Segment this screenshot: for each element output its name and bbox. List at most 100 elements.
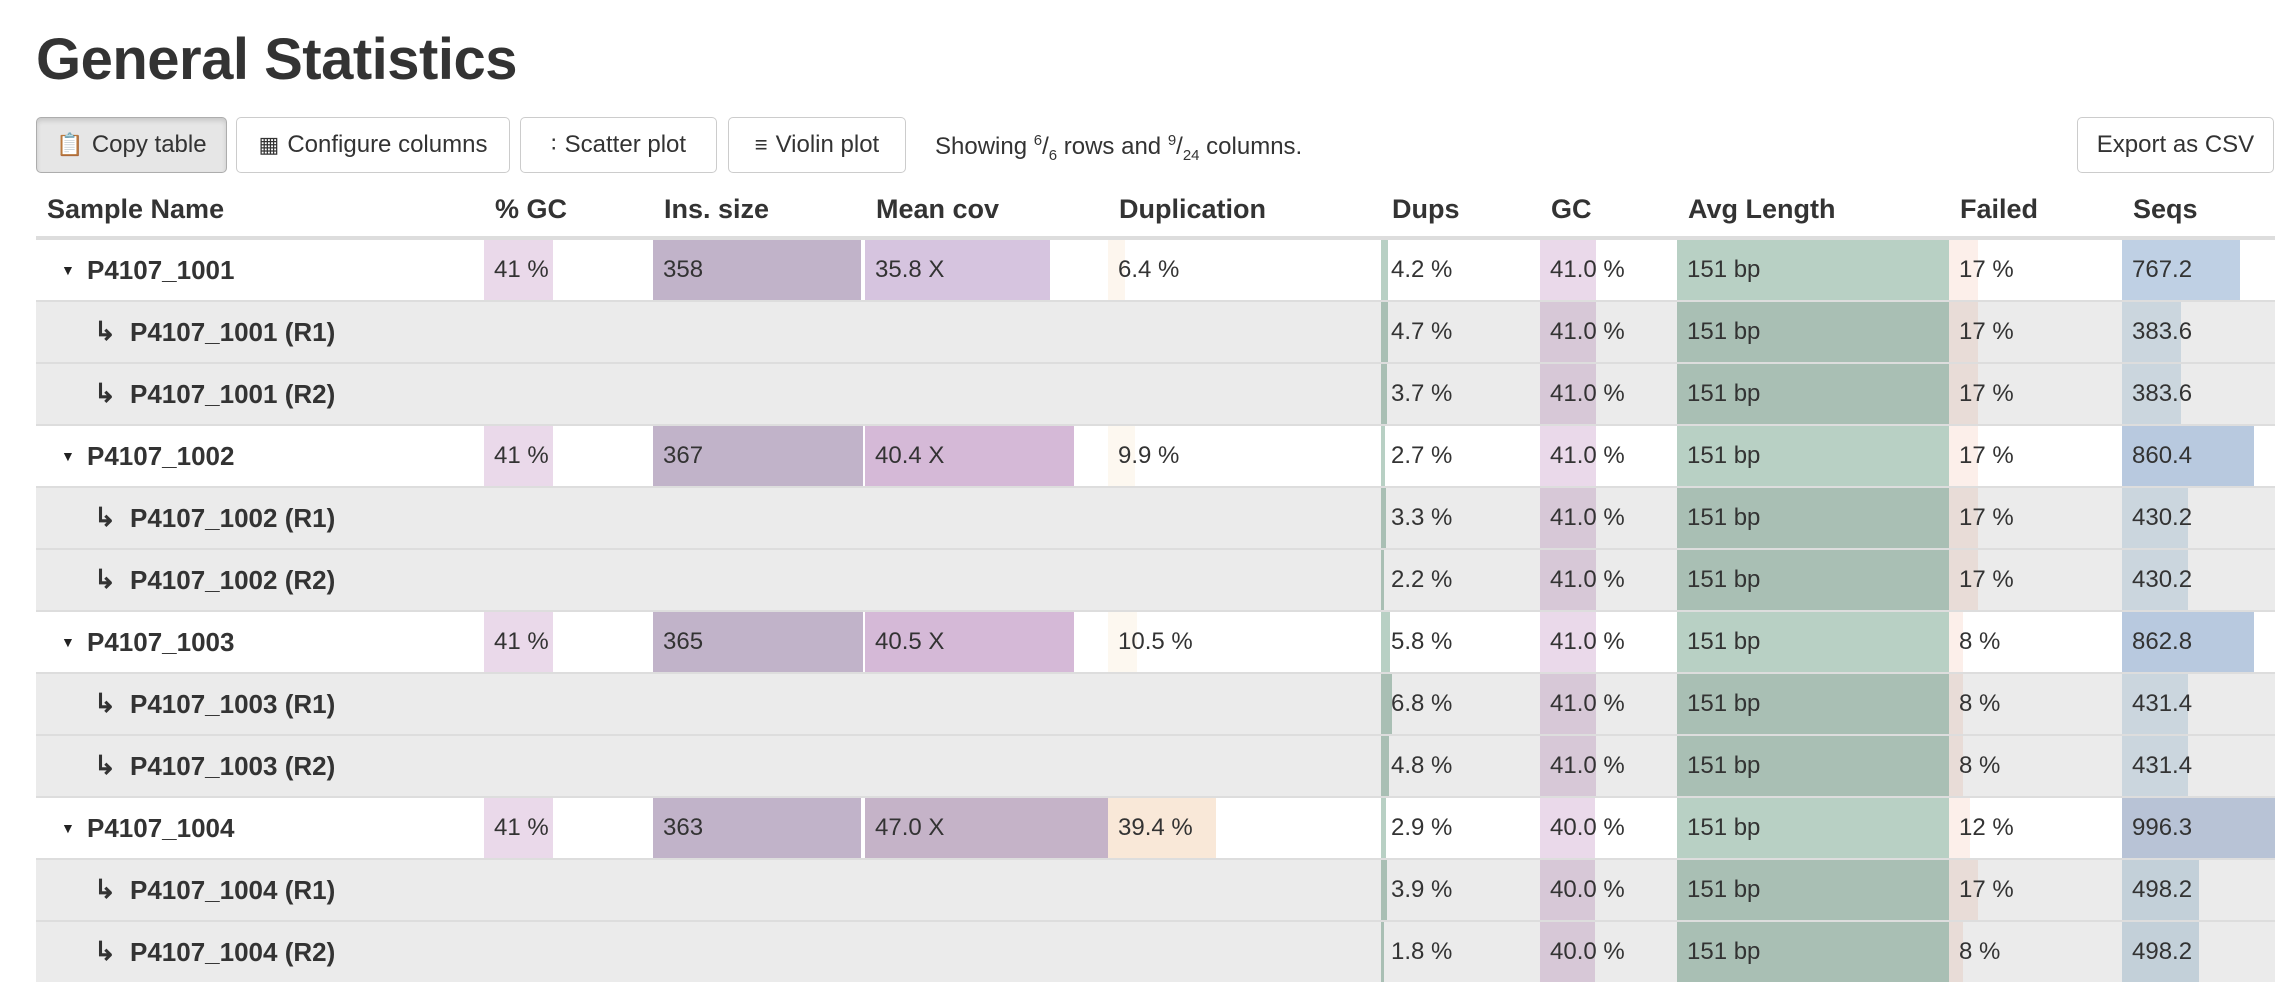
sample-name: P4107_1001 (R2) [130,379,336,409]
cell-gc: 41.0 % [1540,364,1677,424]
cell-value: 6.8 % [1391,690,1453,717]
value-bar [1949,488,1979,548]
sample-name: P4107_1003 [87,627,235,657]
export-csv-button[interactable]: Export as CSV [2077,117,2274,173]
caret-down-icon[interactable]: ▼ [61,448,75,464]
cell-dups: 5.8 % [1381,612,1540,672]
table-header: Sample Name % GC Ins. size Mean cov Duplicat… [36,186,2275,241]
sample-name-cell[interactable]: ▼ P4107_1004 [36,798,484,858]
table-row: ▼ P4107_1002 41 % 367 40.4 X 9.9 % 2.7 % 41.0 %… [36,424,2275,486]
child-table-row: ↳ P4107_1003 (R1) 6.8 % 41.0 % 151 bp 8 % 431.… [36,672,2275,734]
copy-table-button[interactable]: 📋 Copy table [36,117,227,173]
column-header-seqs[interactable]: Seqs [2133,194,2198,224]
cell-value: 6.4 % [1118,256,1180,283]
cell-value: 17 % [1959,566,2014,593]
value-bar [2122,798,2275,858]
cell-ins-size: 365 [653,612,865,672]
value-bar [2122,736,2188,796]
cell-gc: 40.0 % [1540,798,1677,858]
value-bar [1540,860,1595,920]
cell-seqs: 498.2 [2122,860,2275,920]
cell-value: 151 bp [1687,256,1761,283]
scatter-plot-button[interactable]: ∶ Scatter plot [520,117,717,173]
cols-total: 24 [1182,146,1200,164]
cell-value: 430.2 [2132,566,2193,593]
cell-value: 8 % [1959,752,2001,779]
value-bar [1677,922,1949,982]
child-arrow-icon: ↳ [94,502,116,532]
column-header-duplication[interactable]: Duplication [1119,194,1266,224]
cell-value: 3.9 % [1391,876,1453,903]
cell-duplication: 39.4 % [1108,798,1381,858]
value-bar [1108,612,1137,672]
column-header-gc[interactable]: % GC [495,194,568,224]
cell-mean-cov: 40.5 X [865,612,1108,672]
column-header-failed[interactable]: Failed [1960,194,2039,224]
value-bar [1677,488,1949,548]
value-bar [1949,302,1979,362]
caret-down-icon[interactable]: ▼ [61,820,75,836]
value-bar [1381,302,1389,362]
sample-name-cell[interactable]: ▼ P4107_1001 [36,240,484,300]
caret-down-icon[interactable]: ▼ [61,634,75,650]
cell-value: 151 bp [1687,504,1761,531]
cell-value: 4.2 % [1391,256,1453,283]
configure-columns-button[interactable]: ▦ Configure columns [236,117,510,173]
caret-down-icon[interactable]: ▼ [61,262,75,278]
value-bar [1677,798,1949,858]
value-bar [653,798,861,858]
value-bar [484,798,554,858]
table-row: ▼ P4107_1004 41 % 363 47.0 X 39.4 % 2.9 % 40.0 … [36,796,2275,858]
clipboard-icon: 📋 [56,132,84,157]
column-header-avg-length[interactable]: Avg Length [1688,194,1836,224]
value-bar [1540,426,1597,486]
cell-value: 12 % [1959,814,2014,841]
cell-ins-size: 358 [653,240,865,300]
cell-value: 41.0 % [1550,318,1625,345]
cell-value: 996.3 [2132,814,2193,841]
column-header-dups[interactable]: Dups [1392,194,1460,224]
cell-value: 5.8 % [1391,628,1453,655]
cell-gc: 41 % [484,612,653,672]
cell-value: 363 [663,814,704,841]
value-bar [2122,240,2240,300]
value-bar [865,426,1074,486]
value-bar [1540,736,1597,796]
table-row: ▼ P4107_1001 41 % 358 35.8 X 6.4 % 4.2 % 41.0 %… [36,238,2275,300]
cell-value: 151 bp [1687,938,1761,965]
value-bar [1540,240,1597,300]
configure-columns-label: Configure columns [287,131,488,158]
cell-value: 17 % [1959,504,2014,531]
cell-gc: 41.0 % [1540,550,1677,610]
column-header-sample-name[interactable]: Sample Name [47,194,225,224]
column-header-mean-cov[interactable]: Mean cov [876,194,1000,224]
cell-seqs: 862.8 [2122,612,2275,672]
value-bar [1949,736,1963,796]
column-header-ins-size[interactable]: Ins. size [664,194,770,224]
cell-gc: 41 % [484,240,653,300]
cell-duplication: 9.9 % [1108,426,1381,486]
value-bar [2122,364,2181,424]
cell-failed: 17 % [1949,302,2122,362]
value-bar [1540,550,1597,610]
cell-mean-cov: 40.4 X [865,426,1108,486]
child-table-row: ↳ P4107_1004 (R2) 1.8 % 40.0 % 151 bp 8 % 498.… [36,920,2275,982]
child-arrow-icon: ↳ [94,936,116,966]
sample-name-cell[interactable]: ▼ P4107_1002 [36,426,484,486]
column-header-gc[interactable]: GC [1551,194,1592,224]
sample-name: P4107_1004 (R2) [130,937,336,967]
cell-value: 41.0 % [1550,442,1625,469]
cell-value: 39.4 % [1118,814,1193,841]
sample-name-cell[interactable]: ▼ P4107_1003 [36,612,484,672]
cell-value: 17 % [1959,318,2014,345]
cell-value: 40.0 % [1550,938,1625,965]
value-bar [1677,426,1949,486]
value-bar [1949,674,1963,734]
scatter-plot-label: Scatter plot [564,131,687,158]
violin-plot-button[interactable]: ≡ Violin plot [728,117,906,173]
cell-avg-length: 151 bp [1677,550,1949,610]
cell-value: 431.4 [2132,752,2193,779]
cell-dups: 2.9 % [1381,798,1540,858]
cell-gc: 41 % [484,798,653,858]
cell-value: 151 bp [1687,690,1761,717]
